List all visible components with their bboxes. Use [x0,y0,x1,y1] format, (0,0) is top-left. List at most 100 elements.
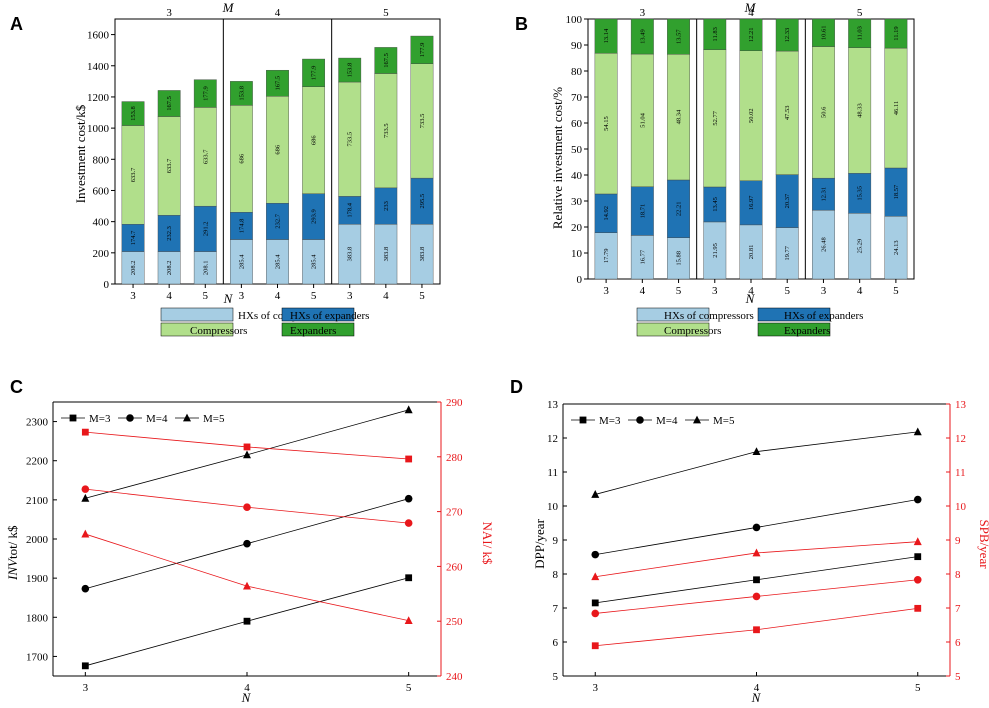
bar-value-label: 20.37 [784,193,791,208]
series-line-M5-left [595,431,918,495]
y-tick-label: 9 [553,535,559,547]
bar-segment-expanders [229,81,253,106]
group-label: 3 [640,7,646,19]
marker-triangle [243,581,251,590]
legend-label: M=5 [713,415,735,427]
y-tick-label: 0 [104,279,110,291]
bar-value-label: 13.14 [603,28,610,43]
y-tick-label: 13 [547,399,559,411]
panel-label-c: C [10,377,23,397]
y-tick-label: 5 [553,671,559,683]
bar-value-label: 383.8 [383,247,390,262]
y-tick-label: 1900 [26,573,49,585]
marker-circle [81,584,90,593]
marker-square [914,604,922,612]
y2-tick-label: 13 [955,399,967,411]
bar-value-label: 25.29 [857,239,864,254]
y-tick-label: 40 [571,170,583,182]
marker-circle [81,485,90,493]
y-tick-label: 200 [93,248,110,260]
y-tick-label: 1400 [87,61,110,73]
y2-tick-label: 9 [955,535,961,547]
legend-label: HXs of expanders [290,310,369,322]
marker-circle [636,416,644,424]
marker-circle [243,503,251,512]
y2-tick-label: 270 [446,507,463,519]
bar-value-label: 48.34 [676,109,683,124]
bar-value-label: 50.6 [820,106,827,118]
y2-tick-label: 8 [955,569,961,581]
bar-value-label: 285.4 [311,254,318,269]
legend-swatch-expanders [757,322,831,337]
group-label: 4 [748,7,754,19]
legend-label: M=4 [146,413,168,425]
bar-value-label: 17.79 [603,249,610,264]
legend-label: HXs of compressors [664,310,754,322]
bar-value-label: 153.8 [347,63,354,78]
group-label: 3 [166,7,172,19]
bar-value-label: 383.8 [419,247,426,262]
x-tick-label: 5 [406,682,412,694]
bar-value-label: 174.8 [238,219,245,234]
marker-circle [752,592,761,601]
bar-value-label: 51.04 [639,112,646,127]
bar-segment-expanders [302,58,326,87]
marker-square [591,642,599,650]
panel-b-y-title: Relative investment cost/% [550,87,565,229]
panel-a-y-title: Investment cost/k$ [73,104,88,203]
y-tick-label: 2000 [26,534,49,546]
legend-label: Expanders [290,325,336,337]
bar-value-label: 12.33 [784,28,791,43]
panel-b-x-title: N [745,291,756,306]
legend-swatch-hx-compressors [160,307,234,322]
legend-label: Expanders [784,325,830,337]
y2-tick-label: 7 [955,603,961,615]
bar-value-label: 177.9 [202,86,209,101]
bar-value-label: 733.5 [419,114,426,129]
x-tick-label: 3 [239,290,245,302]
marker-circle [591,609,600,618]
x-tick-label: 4 [748,285,754,297]
y-tick-label: 2200 [26,456,49,468]
panel-c: N INVtot/ k$ NAI/ k$ 1700 1800 1900 2000 210… [5,397,495,705]
panel-c-y-title: INVtot/ k$ [5,525,20,581]
x-tick-label: 3 [130,290,136,302]
y2-tick-label: 250 [446,616,463,628]
marker-triangle [591,490,600,498]
group-label: 4 [275,7,281,19]
legend-swatch-compressors [636,322,710,337]
panel-c-x-title: N [241,690,252,705]
x-tick-label: 4 [244,682,250,694]
bar-value-label: 15.88 [676,251,683,266]
y-tick-label: 11 [547,467,558,479]
bar-segment-expanders [630,18,654,55]
bar-value-label: 26.48 [820,237,827,252]
group-label: 5 [383,7,389,19]
marker-square [753,576,760,584]
bar-value-label: 12.31 [820,187,827,202]
bar-value-label: 18.71 [639,204,646,219]
marker-circle [591,550,600,559]
legend-label: M=3 [599,415,621,427]
x-tick-label: 3 [347,290,353,302]
y2-tick-label: 240 [446,671,463,683]
y-tick-label: 2300 [26,417,49,429]
y2-tick-label: 10 [955,501,967,513]
x-tick-label: 4 [754,682,760,694]
series-line-M5-right [595,541,918,578]
y-tick-label: 100 [566,14,583,26]
marker-square [579,416,587,424]
marker-circle [913,495,922,504]
bar-legend-a: HXs of compressors HXs of expanders Comp… [160,307,369,337]
bar-value-label: 686 [275,144,282,155]
y2-tick-label: 290 [446,397,463,409]
panel-b-m-title: M [744,0,757,15]
legend-swatch-hx-compressors [636,307,710,322]
bar-segment-expanders [374,47,398,74]
marker-triangle [752,548,761,557]
bar-segment-expanders [266,69,289,97]
bar-legend-b: HXs of compressors HXs of expanders Comp… [636,307,863,337]
x-tick-label: 5 [915,682,921,694]
bar-value-label: 12.21 [748,28,755,43]
